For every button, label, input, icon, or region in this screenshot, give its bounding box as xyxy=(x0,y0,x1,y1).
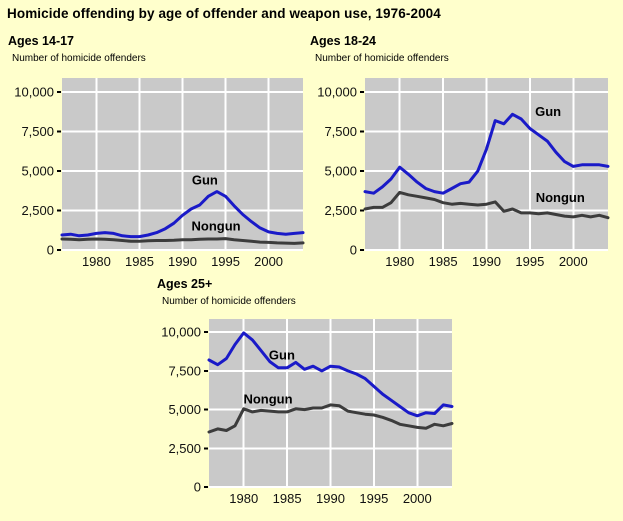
x-axis-label: 1980 xyxy=(82,254,111,269)
main-title: Homicide offending by age of offender an… xyxy=(7,6,441,21)
gun-line xyxy=(363,112,610,195)
y-axis-label: 7,500 xyxy=(21,124,54,139)
y-axis-label: 10,000 xyxy=(161,325,201,340)
gun-line xyxy=(60,190,305,239)
nongun-line xyxy=(207,403,454,434)
x-axis-label: 1990 xyxy=(168,254,197,269)
x-axis-label: 1980 xyxy=(229,491,258,506)
gun-line xyxy=(207,331,454,418)
x-axis-label: 1995 xyxy=(359,491,388,506)
x-axis-label: 2000 xyxy=(559,254,588,269)
x-axis-label: 1985 xyxy=(429,254,458,269)
x-axis-label: 1995 xyxy=(211,254,240,269)
chart-ages-14-17: 0 2,500 5,000 7,500 10,000 1980 1985 1990 1995 20… xyxy=(14,78,305,269)
y-axis-label: 7,500 xyxy=(324,124,357,139)
x-axis-label: 1985 xyxy=(125,254,154,269)
chart-ages-18-24: 0 2,500 5,000 7,500 10,000 1980 1985 1990 1995 20… xyxy=(317,78,610,269)
x-axis-label: 1995 xyxy=(515,254,544,269)
panel-ylabel-ages-14-17: Number of homicide offenders xyxy=(12,53,146,64)
y-axis-label: 10,000 xyxy=(14,85,54,100)
y-axis-label: 5,000 xyxy=(324,164,357,179)
x-axis-label: 2000 xyxy=(403,491,432,506)
series-label-gun: Gun xyxy=(269,347,295,362)
y-axis-label: 2,500 xyxy=(168,441,201,456)
x-axis-label: 1990 xyxy=(472,254,501,269)
y-axis-label: 5,000 xyxy=(21,164,54,179)
panel-title-ages-25-plus: Ages 25+ xyxy=(157,277,213,291)
y-axis-label: 2,500 xyxy=(21,203,54,218)
x-axis-label: 2000 xyxy=(254,254,283,269)
y-axis-label: 5,000 xyxy=(168,402,201,417)
y-axis-label: 0 xyxy=(350,243,357,258)
nongun-line xyxy=(60,237,305,245)
series-label-nongun: Nongun xyxy=(536,190,585,205)
series-label-nongun: Nongun xyxy=(243,392,292,407)
y-axis-label: 2,500 xyxy=(324,203,357,218)
series-label-nongun: Nongun xyxy=(192,218,241,233)
y-axis-label: 0 xyxy=(194,480,201,495)
nongun-line xyxy=(363,190,610,220)
series-label-gun: Gun xyxy=(535,104,561,119)
panel-title-ages-14-17: Ages 14-17 xyxy=(8,34,75,48)
y-axis-label: 0 xyxy=(47,243,54,258)
y-axis-label: 10,000 xyxy=(317,85,357,100)
chart-ages-25-plus: 0 2,500 5,000 7,500 10,000 1980 1985 1990 1995 20… xyxy=(161,319,454,506)
series-label-gun: Gun xyxy=(192,173,218,188)
x-axis-label: 1990 xyxy=(316,491,345,506)
x-axis-label: 1985 xyxy=(273,491,302,506)
x-axis-label: 1980 xyxy=(385,254,414,269)
y-axis-label: 7,500 xyxy=(168,363,201,378)
panel-title-ages-18-24: Ages 18-24 xyxy=(310,34,377,48)
panel-ylabel-ages-18-24: Number of homicide offenders xyxy=(315,53,449,64)
panel-ylabel-ages-25-plus: Number of homicide offenders xyxy=(162,296,296,307)
